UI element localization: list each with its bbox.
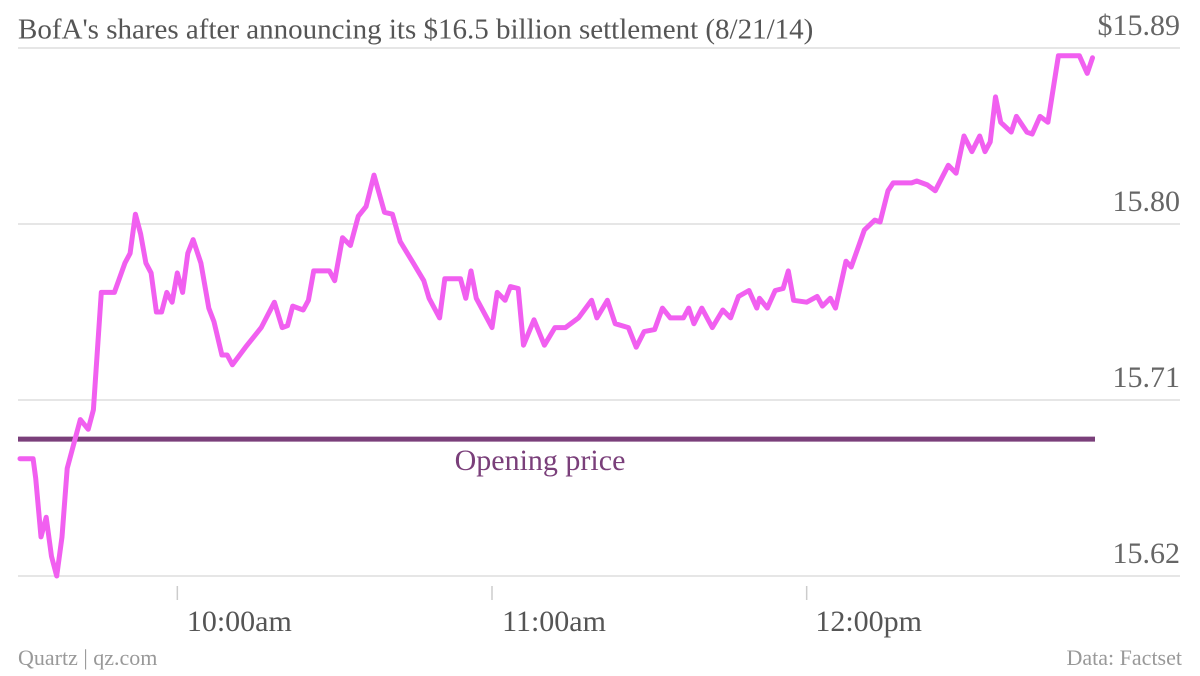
x-tick-label: 12:00pm (815, 605, 922, 638)
y-tick-label: 15.71 (1113, 361, 1181, 394)
y-tick-label: 15.80 (1113, 185, 1181, 218)
x-tick-label: 10:00am (187, 605, 292, 638)
price-line (17, 53, 1095, 579)
y-tick-label: 15.62 (1113, 537, 1181, 570)
source-right: Data: Factset (1067, 645, 1182, 670)
source-left: Quartz | qz.com (18, 645, 157, 670)
y-tick-label: $15.89 (1098, 9, 1181, 42)
chart-title: BofA's shares after announcing its $16.5… (18, 14, 813, 46)
x-tick-label: 11:00am (502, 605, 606, 638)
reference-label: Opening price (455, 444, 626, 477)
